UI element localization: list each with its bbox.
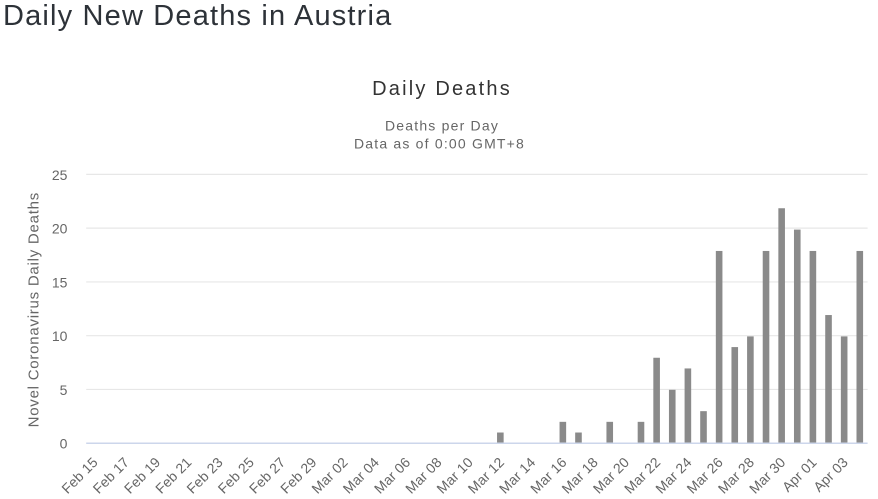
- svg-text:0: 0: [60, 436, 68, 452]
- svg-text:Data as of 0:00 GMT+8: Data as of 0:00 GMT+8: [354, 136, 525, 152]
- svg-text:15: 15: [52, 274, 68, 290]
- svg-text:Novel Coronavirus Daily Deaths: Novel Coronavirus Daily Deaths: [25, 192, 42, 427]
- svg-text:25: 25: [52, 167, 68, 183]
- svg-text:Mar 30: Mar 30: [746, 454, 789, 497]
- svg-text:Daily Deaths: Daily Deaths: [372, 78, 512, 100]
- svg-text:Deaths per Day: Deaths per Day: [385, 118, 499, 134]
- svg-text:Apr 03: Apr 03: [810, 454, 851, 495]
- svg-text:10: 10: [52, 328, 68, 344]
- svg-text:Apr 01: Apr 01: [779, 454, 820, 495]
- svg-text:20: 20: [52, 221, 68, 237]
- svg-text:5: 5: [60, 382, 68, 398]
